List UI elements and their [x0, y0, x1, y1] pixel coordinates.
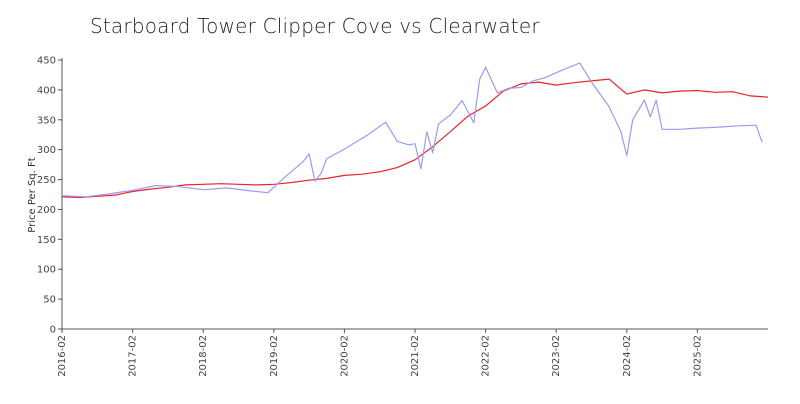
x-tick-label: 2021-02: [410, 335, 421, 377]
axes: 0 50 100 150 200 250 300 350 400 450 2016-02 2017-0…: [37, 56, 768, 377]
chart-title: Starboard Tower Clipper Cove vs Clearwat…: [90, 14, 540, 38]
series-layer: [61, 62, 769, 199]
series-line-1: [61, 78, 769, 199]
y-tick-label: 100: [37, 265, 56, 276]
x-tick-label: 2024-02: [622, 335, 633, 377]
y-tick-label: 200: [37, 205, 56, 216]
y-tick-label: 400: [37, 85, 56, 96]
y-tick-label: 50: [43, 295, 56, 306]
x-tick-label: 2019-02: [269, 335, 280, 377]
x-tick-label: 2020-02: [339, 335, 350, 377]
x-tick-label: 2025-02: [692, 335, 703, 377]
y-tick-label: 450: [37, 56, 56, 67]
x-tick-label: 2022-02: [481, 335, 492, 377]
y-tick-label: 350: [37, 115, 56, 126]
series-line-2: [61, 62, 763, 198]
x-tick-label: 2016-02: [57, 335, 68, 377]
y-tick-label: 250: [37, 175, 56, 186]
x-tick-label: 2017-02: [128, 335, 139, 377]
y-tick-label: 0: [50, 325, 56, 336]
x-tick-label: 2018-02: [198, 335, 209, 377]
y-tick-label: 150: [37, 235, 56, 246]
y-tick-label: 300: [37, 145, 56, 156]
y-axis-label: Price Per Sq. Ft: [27, 157, 38, 232]
x-tick-label: 2023-02: [551, 335, 562, 377]
